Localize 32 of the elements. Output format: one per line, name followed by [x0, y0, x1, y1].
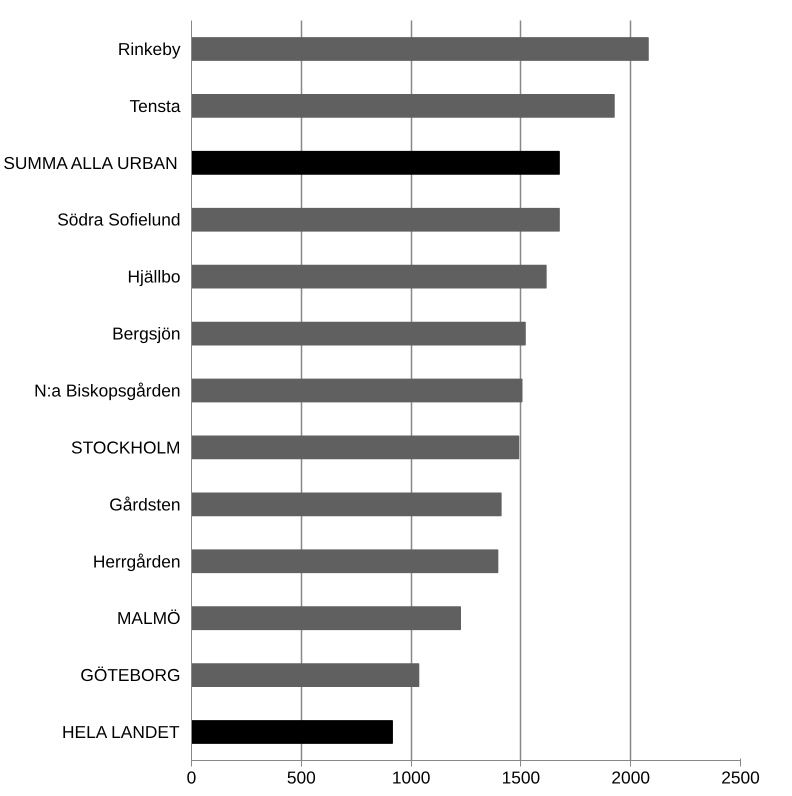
y-tick-label: Bergsjön — [112, 324, 180, 344]
y-tick-label: HELA LANDET — [62, 722, 180, 742]
y-tick-label: Hjällbo — [128, 266, 181, 287]
y-tick-label: MALMÖ — [116, 608, 181, 628]
bar — [192, 606, 462, 630]
x-tick-label: 500 — [286, 768, 316, 788]
bar — [192, 322, 526, 346]
bar — [192, 94, 615, 118]
y-tick-label: Södra Sofielund — [57, 210, 180, 230]
bar — [192, 208, 560, 232]
bar — [192, 436, 520, 460]
y-tick-label: STOCKHOLM — [71, 437, 181, 458]
bar — [192, 492, 502, 516]
bar — [192, 37, 649, 61]
x-tick-label: 1500 — [502, 768, 540, 788]
bar — [192, 663, 420, 687]
x-tick-label: 1000 — [392, 768, 430, 788]
bar — [192, 549, 498, 574]
x-tick-label: 2000 — [611, 768, 650, 788]
x-tick-label: 0 — [186, 768, 196, 788]
y-tick-label: GÖTEBORG — [80, 665, 181, 686]
y-tick-label: Gårdsten — [109, 494, 181, 514]
bar — [192, 264, 547, 289]
bar — [192, 378, 522, 402]
y-tick-label: SUMMA ALLA URBAN — [3, 152, 178, 173]
y-tick-label: Herrgården — [92, 551, 181, 572]
y-tick-label: Rinkeby — [118, 38, 181, 59]
x-tick-label: 2500 — [721, 768, 760, 788]
bar — [192, 150, 560, 175]
bar — [192, 720, 393, 744]
y-tick-label: N:a Biskopsgården — [34, 380, 181, 400]
y-tick-label: Tensta — [129, 96, 181, 116]
